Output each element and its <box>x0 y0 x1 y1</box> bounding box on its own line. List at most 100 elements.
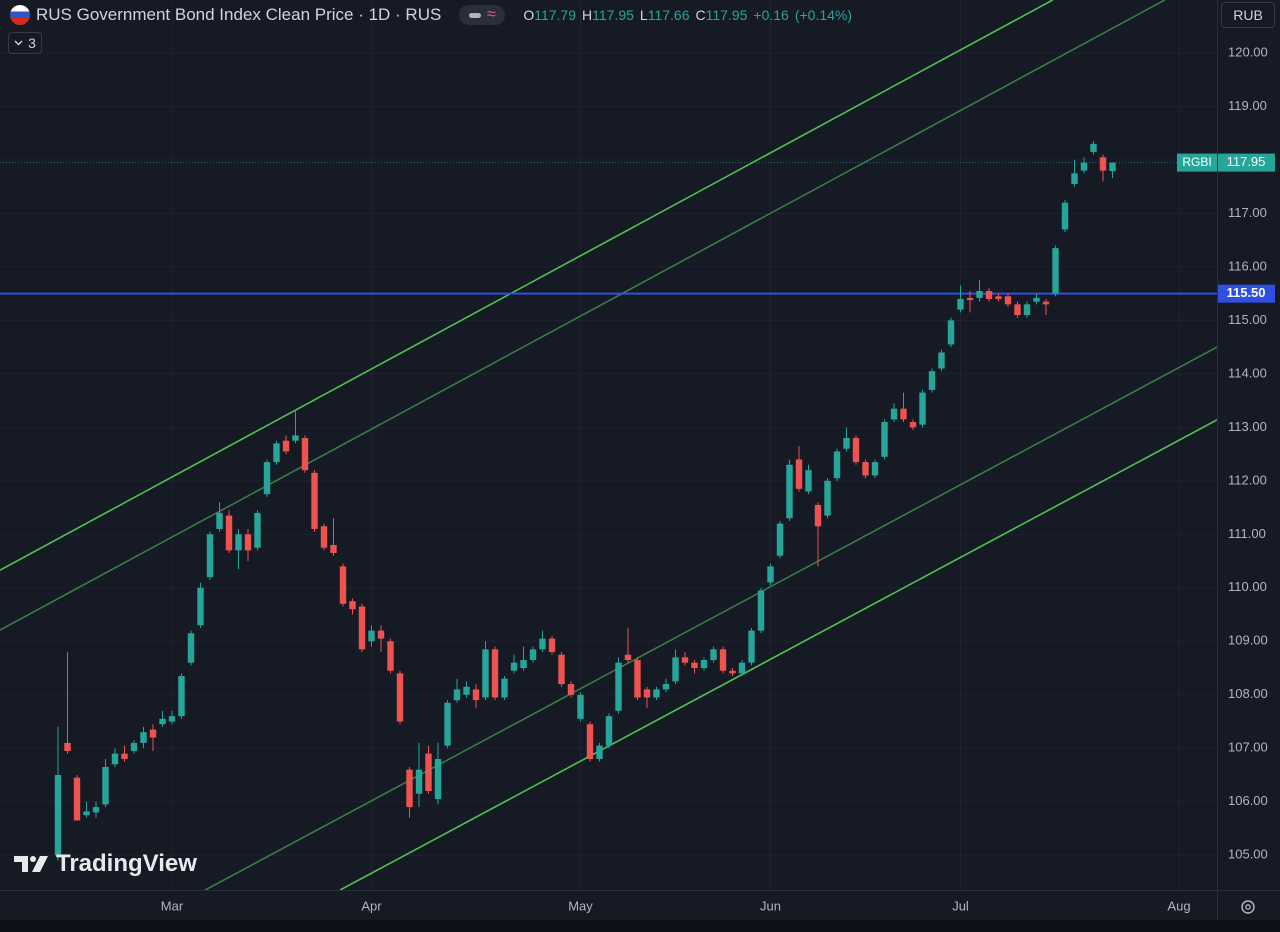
candle-body <box>263 462 271 495</box>
y-tick-label: 116.00 <box>1228 258 1267 273</box>
trend-line <box>0 0 1054 571</box>
candle-body <box>615 662 622 711</box>
last-price-label: 117.95 <box>1227 154 1266 169</box>
candle-body <box>909 422 917 428</box>
candle-body <box>748 630 755 663</box>
plot-area <box>0 0 1217 890</box>
candle-body <box>434 758 442 800</box>
candle-body <box>729 670 736 674</box>
candle-body <box>130 742 138 751</box>
candle-body <box>843 438 850 449</box>
y-tick-label: 105.00 <box>1228 847 1268 862</box>
candle-body <box>681 657 689 663</box>
series-tag: RGBI <box>1182 155 1211 169</box>
candle-body <box>662 684 670 690</box>
candle-body <box>643 689 651 698</box>
x-tick-label: Aug <box>1167 898 1190 913</box>
indicator-count: 3 <box>28 35 36 51</box>
candle-body <box>282 440 290 452</box>
candle-body <box>957 298 964 310</box>
candle-body <box>862 462 869 476</box>
candle-body <box>805 470 812 492</box>
ohlc-key: H <box>582 7 593 23</box>
indicator-toggle[interactable]: 3 <box>8 32 42 54</box>
chevron-icon <box>14 40 23 46</box>
candle-body <box>520 660 527 669</box>
candle-body <box>1090 143 1097 152</box>
candle-body <box>653 689 660 698</box>
candle-body <box>995 296 1002 299</box>
symbol-title[interactable]: RUS Government Bond Index Clean Price · … <box>36 5 442 24</box>
candle-body <box>254 512 261 548</box>
candle-body <box>567 684 575 695</box>
candle-body <box>311 472 318 529</box>
candle-body <box>149 729 157 738</box>
candle-body <box>605 716 613 746</box>
candle-body <box>1099 157 1107 171</box>
candle-body <box>938 352 945 369</box>
candle-body <box>539 638 546 650</box>
candle-body <box>339 566 347 604</box>
candle-body <box>206 534 214 578</box>
candle-body <box>1061 202 1069 230</box>
candle-body <box>966 297 974 301</box>
watermark-text: TradingView <box>56 850 197 877</box>
y-tick-label: 108.00 <box>1228 686 1268 701</box>
axes: 105.00 106.00 107.00 108.00 109.00 110.00 111.… <box>161 44 1275 913</box>
candle-body <box>1052 248 1059 294</box>
grid <box>0 0 1217 890</box>
candle-body <box>64 742 71 751</box>
candle-body <box>596 745 603 759</box>
candle-body <box>415 769 423 794</box>
candle-body <box>377 630 385 639</box>
ohlc-key: C <box>695 7 706 23</box>
candle-body <box>187 633 195 663</box>
settings-icon[interactable] <box>1241 900 1255 914</box>
candle-body <box>358 606 366 650</box>
candle-body <box>349 601 356 610</box>
candle-body <box>244 534 252 551</box>
mode-toggle[interactable]: ≈ <box>459 5 506 25</box>
candle-body <box>919 392 926 425</box>
candle-body <box>501 678 508 698</box>
y-tick-label: 119.00 <box>1228 98 1267 113</box>
candle-body <box>881 422 888 457</box>
candle-body <box>491 649 499 698</box>
candle-body <box>1109 162 1116 172</box>
candle-body <box>548 638 556 652</box>
candle-body <box>140 732 147 743</box>
candle-body <box>890 408 898 420</box>
candle-body <box>406 769 413 808</box>
candle-body <box>710 649 717 661</box>
legend-header: RUS Government Bond Index Clean Price · … <box>10 4 858 26</box>
candle-body <box>577 694 584 719</box>
trend-line <box>0 0 1166 631</box>
candle-body <box>947 320 955 345</box>
series-tag-bg <box>1177 153 1217 172</box>
candle-body <box>330 545 337 554</box>
candle-body <box>510 662 518 671</box>
candle-body <box>672 657 679 682</box>
change-percent: (+0.14%) <box>794 7 853 23</box>
candle-body <box>1071 173 1078 184</box>
candle-body <box>900 408 907 420</box>
ohlc-value: 117.95 <box>705 7 748 23</box>
candle-body <box>634 660 641 698</box>
candle-body <box>472 689 480 701</box>
x-tick-label: May <box>568 898 593 913</box>
x-tick-label: Mar <box>161 898 184 913</box>
candle-body <box>1014 304 1021 316</box>
candle-body <box>1004 296 1012 305</box>
y-tick-label: 117.00 <box>1228 205 1267 220</box>
ohlc-key: O <box>523 7 535 23</box>
candle-body <box>197 587 204 626</box>
y-tick-label: 113.00 <box>1228 419 1267 434</box>
y-tick-label: 109.00 <box>1228 633 1268 648</box>
candle-body <box>159 718 166 725</box>
candle-body <box>871 462 879 476</box>
candle-body <box>168 716 176 722</box>
currency-button[interactable]: RUB <box>1221 2 1275 28</box>
candle-body <box>529 649 537 661</box>
candle-body <box>1042 301 1050 305</box>
